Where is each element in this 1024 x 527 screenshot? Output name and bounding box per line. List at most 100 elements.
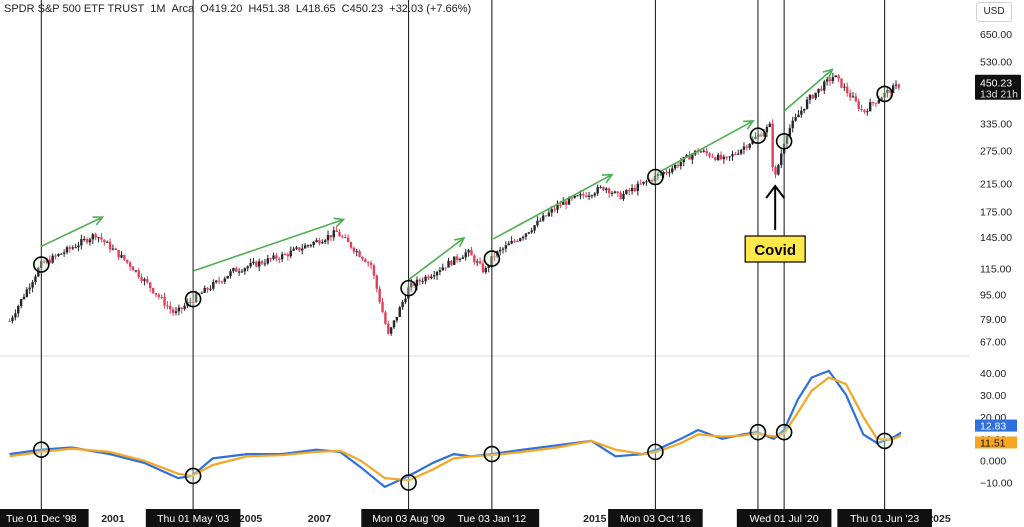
candle xyxy=(289,246,292,259)
candle xyxy=(114,247,117,251)
candle xyxy=(711,153,714,159)
candle xyxy=(805,96,809,110)
candle xyxy=(837,74,840,83)
candle-body xyxy=(630,187,634,192)
candle-body xyxy=(527,232,531,234)
candle-body xyxy=(765,126,769,133)
candle-body xyxy=(444,267,447,269)
candle xyxy=(74,243,77,249)
candle xyxy=(820,85,823,92)
candle-body xyxy=(249,262,252,267)
candle xyxy=(737,149,740,156)
candle-body xyxy=(54,255,57,257)
candle xyxy=(378,285,381,304)
candle xyxy=(432,270,436,280)
candle-body xyxy=(206,287,209,290)
candle xyxy=(673,163,677,171)
trend-arrow-line xyxy=(193,218,344,272)
candle xyxy=(418,277,422,286)
price-axis[interactable]: 650.00530.00425.00335.00275.00215.00175.… xyxy=(975,29,1021,490)
price-marker-7 xyxy=(876,85,893,103)
candle xyxy=(51,253,54,264)
candle-body xyxy=(628,190,631,192)
candle-body xyxy=(306,245,310,247)
time-axis[interactable]: 200120052007201320152025Tue 01 Dec '98Th… xyxy=(0,509,951,527)
candle-body xyxy=(303,245,307,249)
candle xyxy=(361,256,364,261)
trend-arrow-0 xyxy=(40,216,105,248)
candle xyxy=(877,95,880,104)
candle-body xyxy=(344,236,347,238)
covid-label: Covid xyxy=(754,242,796,259)
candle-body xyxy=(642,181,645,184)
trend-arrow-1 xyxy=(193,217,346,272)
candle-body xyxy=(447,260,450,268)
candle-body xyxy=(177,307,181,312)
candle xyxy=(278,256,281,264)
candle xyxy=(105,240,109,243)
candle-body xyxy=(62,252,66,254)
candle-body xyxy=(65,247,69,253)
candle xyxy=(404,294,407,305)
macd-marker-7 xyxy=(876,432,893,450)
candle-body xyxy=(57,253,60,256)
candle xyxy=(280,251,284,262)
candle xyxy=(140,273,143,284)
candle xyxy=(341,234,344,239)
candle-body xyxy=(880,97,883,101)
candle-body xyxy=(728,156,731,158)
candle-body xyxy=(214,280,218,283)
candle-body xyxy=(143,279,146,281)
candle-body xyxy=(131,266,135,271)
candle-body xyxy=(169,305,172,310)
candle-body xyxy=(48,259,51,263)
candle-body xyxy=(171,309,175,313)
candle xyxy=(28,283,31,295)
candle-body xyxy=(470,250,473,256)
candle-body xyxy=(323,240,327,243)
interval[interactable]: 1M xyxy=(150,3,166,15)
candle-body xyxy=(8,320,11,322)
candle xyxy=(536,216,539,228)
candle-body xyxy=(711,156,714,158)
candle-body xyxy=(384,312,387,324)
candle-body xyxy=(194,293,198,303)
price-tick-label: 530.00 xyxy=(980,57,1012,69)
candle-body xyxy=(498,249,502,252)
candle xyxy=(475,258,479,267)
candle xyxy=(8,318,11,322)
candle xyxy=(295,245,298,250)
candle-body xyxy=(811,95,815,99)
candle xyxy=(521,235,525,241)
candle xyxy=(513,238,516,243)
candle-body xyxy=(166,305,169,307)
candle-body xyxy=(421,281,424,283)
candle-body xyxy=(11,317,14,321)
candle xyxy=(48,255,51,264)
covid-arrow-head xyxy=(765,184,785,199)
candle xyxy=(177,304,181,316)
candle-body xyxy=(229,271,232,276)
candle-body xyxy=(774,167,777,175)
candle-body xyxy=(559,204,562,206)
candle-body xyxy=(851,96,855,98)
candle xyxy=(398,305,401,318)
time-tag-label: Wed 01 Jul '20 xyxy=(750,513,819,525)
candle-body xyxy=(154,293,158,295)
candle-body xyxy=(103,239,106,243)
currency-button[interactable]: USD xyxy=(976,2,1012,22)
candle xyxy=(473,253,476,265)
macd-tick-label: 0.000 xyxy=(980,456,1006,468)
price-marker-0 xyxy=(33,256,50,273)
candle-body xyxy=(235,268,238,272)
macd-value-label: 12.83 xyxy=(980,421,1006,433)
candle xyxy=(840,78,843,89)
candle xyxy=(602,186,605,191)
symbol-name[interactable]: SPDR S&P 500 ETF TRUST xyxy=(4,3,145,15)
candle-body xyxy=(533,225,536,231)
candle xyxy=(771,119,774,172)
candle-body xyxy=(366,262,370,264)
price-marker-6 xyxy=(775,132,793,150)
candle xyxy=(616,191,619,197)
